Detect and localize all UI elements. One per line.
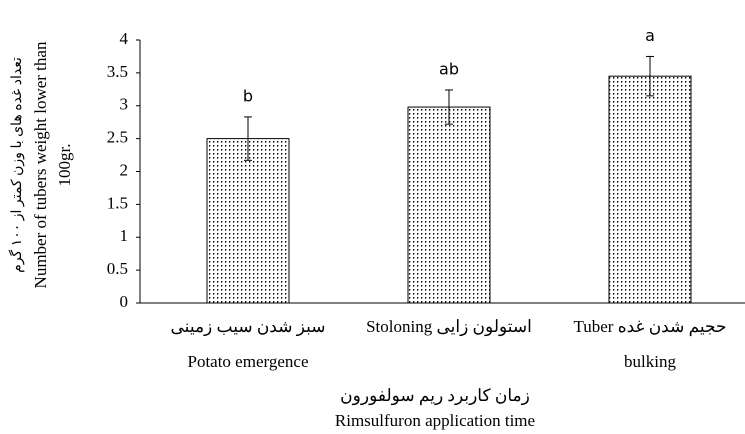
y-tick-label: 3 xyxy=(120,95,129,114)
y-tick-label: 2.5 xyxy=(107,128,128,147)
y-tick-label: 4 xyxy=(120,29,129,48)
x-tick-label: سبز شدن سیب زمینی xyxy=(171,317,326,337)
y-tick-label: 0.5 xyxy=(107,259,128,278)
y-tick-label: 1 xyxy=(120,226,129,245)
bar xyxy=(206,138,290,304)
y-axis-title: Number of tubers weight lower than xyxy=(31,41,50,288)
significance-letter: b xyxy=(243,86,253,105)
y-tick-label: 2 xyxy=(120,160,129,179)
y-tick-label: 1.5 xyxy=(107,193,128,212)
x-tick-label: Tuber حجیم شدن غده xyxy=(573,317,726,337)
bar xyxy=(407,106,491,304)
significance-letter: a xyxy=(645,26,655,45)
y-tick-label: 0 xyxy=(120,292,129,311)
x-axis-title: زمان کاربرد ریم سولفورون xyxy=(340,386,530,406)
y-axis-title: تعداد غده های با وزن کمتر از ۱۰۰ گرم xyxy=(8,57,25,273)
bar xyxy=(608,75,692,304)
x-tick-label: Potato emergence xyxy=(187,352,308,371)
error-bar xyxy=(646,55,654,97)
y-tick-label: 3.5 xyxy=(107,62,128,81)
error-bar xyxy=(244,116,252,161)
y-axis-title: 100gr. xyxy=(55,144,74,187)
x-tick-label: bulking xyxy=(624,352,676,371)
x-tick-label: Stoloning استولون زایی xyxy=(366,317,532,337)
significance-letter: ab xyxy=(439,59,459,78)
x-axis-title: Rimsulfuron application time xyxy=(335,411,535,430)
error-bar xyxy=(445,89,453,125)
